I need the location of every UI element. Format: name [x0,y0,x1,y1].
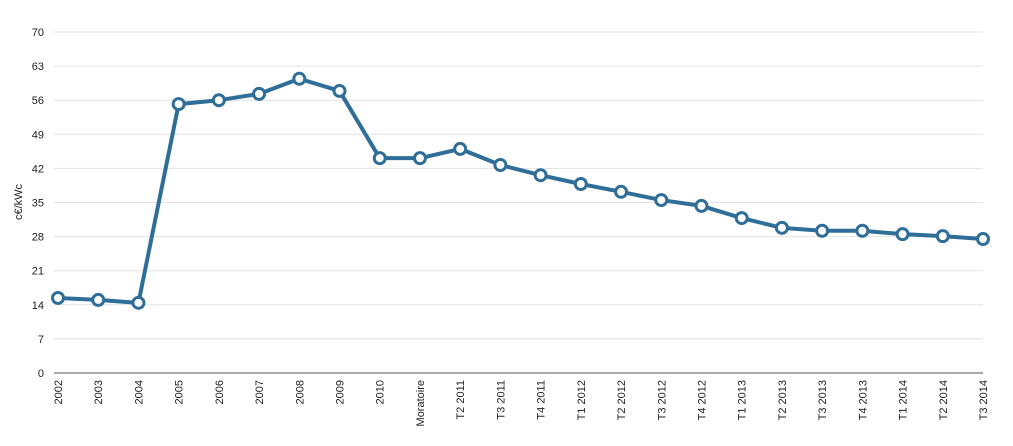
y-tick-label: 0 [38,368,44,380]
marker [412,151,427,166]
x-tick-label: T1 2013 [737,380,749,420]
y-tick-label: 28 [32,232,44,244]
x-tick-label: T3 2014 [978,380,990,420]
y-tick-label: 63 [32,61,44,73]
line [57,76,984,305]
x-tick-label: T3 2013 [817,380,829,420]
marker [694,198,709,213]
y-tick-label: 7 [38,334,44,346]
x-tick-label: 2009 [335,380,347,404]
x-tick-label: 2002 [53,380,65,404]
marker [614,184,629,199]
x-tick-label: T2 2014 [938,380,950,420]
marker [976,232,990,247]
x-tick-label: T3 2011 [495,380,507,420]
x-tick-label: T2 2013 [777,380,789,420]
x-tick-label: T2 2012 [616,380,628,420]
marker [815,223,830,238]
marker [654,193,669,208]
marker [453,141,468,156]
x-tick-label: 2005 [174,380,186,404]
y-tick-label: 21 [32,266,44,278]
marker [211,93,226,108]
y-tick-label: 56 [32,95,44,107]
marker [935,229,950,244]
marker [855,223,870,238]
marker [573,176,588,191]
x-tick-label: 2004 [133,380,145,404]
marker [533,168,548,183]
x-tick-label: T3 2012 [656,380,668,420]
y-tick-label: 35 [32,198,44,210]
x-tick-label: 2006 [214,380,226,404]
marker [372,151,387,166]
y-tick-label: 49 [32,129,44,141]
marker [131,295,146,310]
y-axis-label: c€/kWc [13,183,25,220]
x-tick-label: 2010 [375,380,387,404]
marker [252,86,267,101]
marker [51,290,65,305]
marker [91,292,106,307]
x-tick-label: T2 2011 [455,380,467,420]
marker [734,211,749,226]
x-tick-label: Moratoire [415,380,427,426]
marker [171,97,186,112]
x-tick-label: T1 2012 [576,380,588,420]
marker [332,83,347,98]
y-tick-label: 14 [32,300,44,312]
marker [292,71,307,86]
y-tick-label: 42 [32,163,44,175]
marker [774,220,789,235]
marker [493,157,508,172]
x-tick-label: 2008 [294,380,306,404]
x-tick-label: T1 2014 [898,380,910,420]
x-tick-label: T4 2012 [696,380,708,420]
x-tick-label: T4 2011 [536,380,548,420]
x-tick-label: T4 2013 [857,380,869,420]
y-tick-label: 70 [32,27,44,39]
x-tick-label: 2007 [254,380,266,404]
marker [895,227,910,242]
x-tick-label: 2003 [93,380,105,404]
